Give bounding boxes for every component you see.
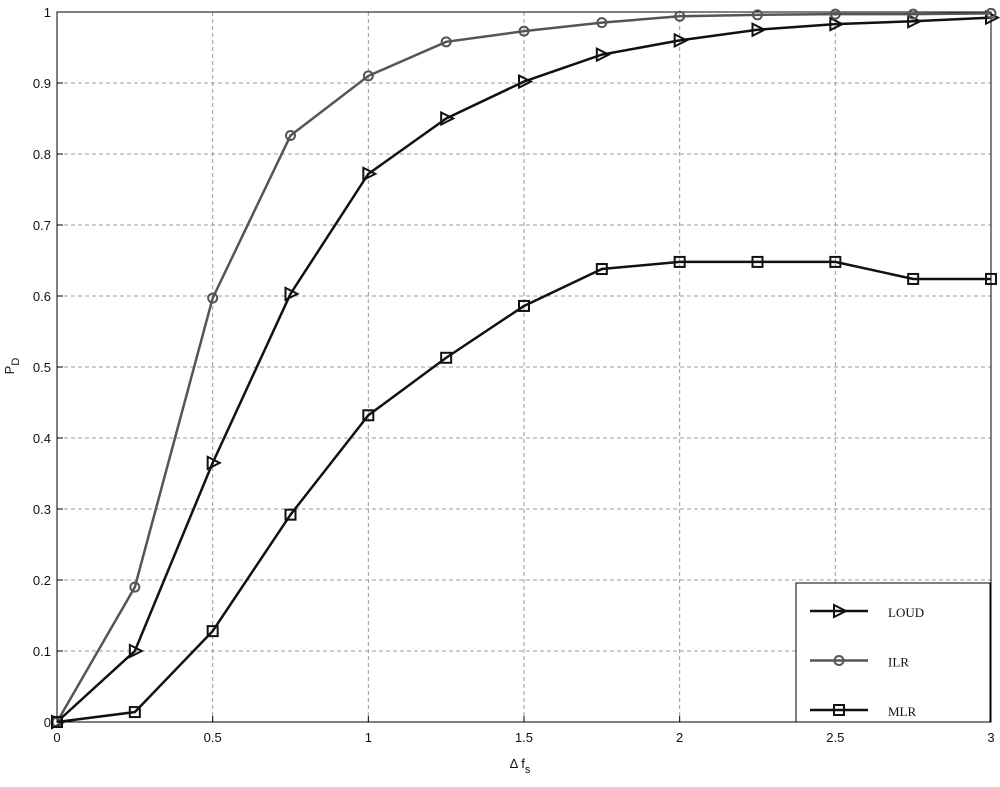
x-tick-label: 1.5 <box>515 730 533 745</box>
marker <box>674 10 686 22</box>
marker <box>751 255 764 268</box>
marker <box>833 603 849 619</box>
marker <box>673 255 686 268</box>
x-tick-label: 1 <box>365 730 372 745</box>
marker <box>595 46 612 63</box>
marker <box>207 292 219 304</box>
marker <box>285 130 296 142</box>
y-label-sub: D <box>10 358 22 366</box>
marker <box>907 8 919 20</box>
marker <box>440 36 452 48</box>
marker <box>518 299 530 312</box>
marker <box>362 70 374 82</box>
y-axis-label: PD <box>2 358 22 375</box>
x-tick-label: 2.5 <box>826 730 844 745</box>
marker <box>751 22 767 38</box>
marker <box>829 8 841 20</box>
x-tick-label: 3 <box>987 730 994 745</box>
y-tick-label: 0.1 <box>33 644 51 659</box>
y-tick-label: 0.5 <box>33 360 51 375</box>
x-label-sub: s <box>525 764 531 776</box>
series-line <box>56 16 992 723</box>
y-tick-label: 0.8 <box>33 147 51 162</box>
marker <box>128 643 145 659</box>
x-tick-label: 0.5 <box>204 730 222 745</box>
y-tick-label: 1 <box>44 5 51 20</box>
legend-box <box>795 582 991 723</box>
y-label-base: P <box>2 366 17 375</box>
marker <box>51 716 63 728</box>
marker <box>596 17 608 29</box>
y-tick-label: 0 <box>44 715 51 730</box>
x-axis-label: Δ fs <box>510 756 531 776</box>
x-label-base: Δ f <box>510 756 526 771</box>
marker <box>985 10 1000 26</box>
y-tick-label: 0.3 <box>33 502 51 517</box>
marker <box>595 263 608 276</box>
legend-label: MLR <box>888 704 917 719</box>
marker <box>206 455 222 471</box>
series-line <box>55 12 992 723</box>
marker <box>518 73 534 90</box>
marker <box>128 706 141 719</box>
marker <box>833 704 845 716</box>
legend-label: ILR <box>888 655 909 670</box>
marker <box>206 625 219 638</box>
marker <box>985 272 997 285</box>
legend-label: LOUD <box>888 605 924 620</box>
marker <box>129 581 141 593</box>
marker <box>362 409 375 422</box>
marker <box>440 351 453 364</box>
marker <box>829 255 842 268</box>
plot-frame <box>56 11 992 723</box>
x-tick-label: 0 <box>53 730 60 745</box>
marker <box>829 16 845 32</box>
marker <box>284 508 297 521</box>
y-tick-label: 0.7 <box>33 218 51 233</box>
marker <box>518 25 530 37</box>
marker <box>833 655 845 666</box>
x-tick-label: 2 <box>676 730 683 745</box>
marker <box>673 32 689 49</box>
marker <box>284 286 300 302</box>
marker <box>985 7 997 19</box>
y-tick-label: 0.6 <box>33 289 51 304</box>
y-tick-label: 0.2 <box>33 573 51 588</box>
marker <box>362 166 378 182</box>
marker <box>440 110 456 127</box>
marker <box>752 9 763 21</box>
series-line <box>56 260 991 724</box>
marker <box>907 272 920 285</box>
y-tick-label: 0.4 <box>33 431 51 446</box>
y-tick-label: 0.9 <box>33 76 51 91</box>
